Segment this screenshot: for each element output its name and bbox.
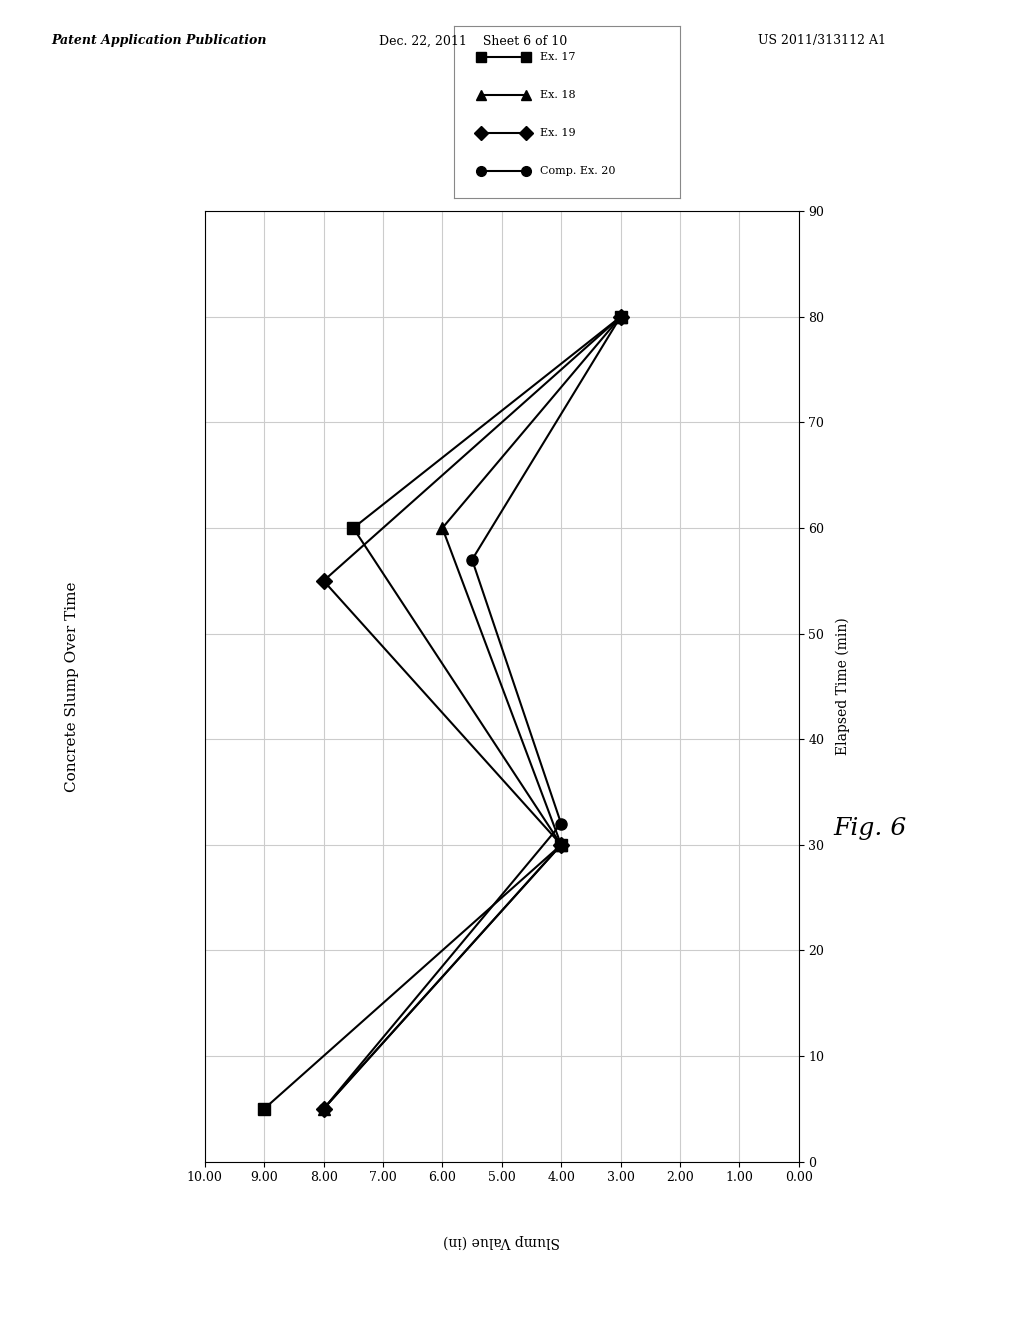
Text: Ex. 18: Ex. 18 xyxy=(540,90,575,100)
Ex. 17 xyxy=(258,1101,270,1117)
Comp. Ex. 20 xyxy=(614,309,627,325)
Line: Comp. Ex. 20: Comp. Ex. 20 xyxy=(318,312,626,1114)
Comp. Ex. 20 xyxy=(466,552,478,568)
Line: Ex. 17: Ex. 17 xyxy=(259,312,626,1114)
Comp. Ex. 20 xyxy=(555,816,567,832)
Ex. 19 xyxy=(317,1101,330,1117)
Text: Ex. 19: Ex. 19 xyxy=(540,128,575,137)
Ex. 19 xyxy=(614,309,627,325)
Text: Comp. Ex. 20: Comp. Ex. 20 xyxy=(540,165,615,176)
Ex. 18 xyxy=(614,309,627,325)
Ex. 17 xyxy=(555,837,567,853)
Text: US 2011/313112 A1: US 2011/313112 A1 xyxy=(758,34,886,48)
Ex. 17 xyxy=(347,520,359,536)
Y-axis label: Elapsed Time (min): Elapsed Time (min) xyxy=(836,618,850,755)
Text: Fig. 6: Fig. 6 xyxy=(834,817,907,841)
Ex. 18 xyxy=(436,520,449,536)
Text: Slump Value (in): Slump Value (in) xyxy=(443,1234,560,1249)
Text: Dec. 22, 2011    Sheet 6 of 10: Dec. 22, 2011 Sheet 6 of 10 xyxy=(379,34,567,48)
Ex. 19 xyxy=(317,573,330,589)
Comp. Ex. 20 xyxy=(317,1101,330,1117)
Line: Ex. 19: Ex. 19 xyxy=(318,312,626,1114)
Ex. 19 xyxy=(555,837,567,853)
Text: Concrete Slump Over Time: Concrete Slump Over Time xyxy=(65,581,79,792)
Text: Patent Application Publication: Patent Application Publication xyxy=(51,34,266,48)
Line: Ex. 18: Ex. 18 xyxy=(318,312,626,1114)
Text: Ex. 17: Ex. 17 xyxy=(540,53,575,62)
Ex. 18 xyxy=(317,1101,330,1117)
Ex. 17 xyxy=(614,309,627,325)
Ex. 18 xyxy=(555,837,567,853)
